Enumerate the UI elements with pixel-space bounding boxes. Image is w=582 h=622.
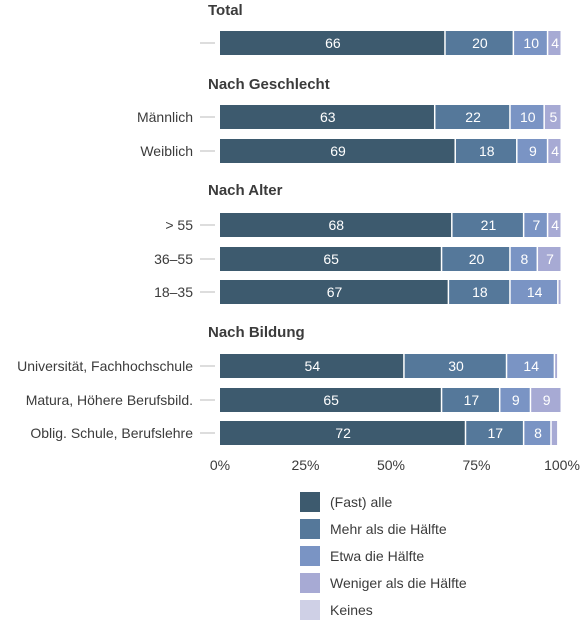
bar-segment [220,105,434,129]
bar-value-label: 30 [448,358,464,374]
x-tick-label: 100% [544,457,580,473]
group-title: Total [208,2,243,19]
bar-value-label: 7 [532,217,540,233]
bar-segment [220,213,452,237]
bar-value-label: 20 [469,251,485,267]
bar-segment [445,31,513,55]
legend-label: Weniger als die Hälfte [330,575,467,591]
row-label: Weiblich [140,143,193,159]
bar-value-label: 67 [327,284,343,300]
bar-value-label: 65 [323,251,339,267]
row-label: > 55 [165,217,193,233]
legend-swatch [300,573,320,593]
bar-segment [449,280,510,304]
bar-segment [548,213,561,237]
bar-segment [548,31,561,55]
legend-label: (Fast) alle [330,494,392,510]
bar-value-label: 20 [472,35,488,51]
x-tick-label: 25% [291,457,319,473]
bar-segment [551,421,558,445]
legend-swatch [300,519,320,539]
legend-swatch [300,546,320,566]
bar-value-label: 22 [465,109,481,125]
bar-segment [220,388,441,412]
bar-segment [220,354,404,378]
bar-value-label: 10 [520,109,536,125]
group-title: Nach Bildung [208,324,305,341]
bar-value-label: 65 [323,392,339,408]
bar-segment [452,213,523,237]
x-tick-label: 0% [210,457,230,473]
bar-value-label: 66 [325,35,341,51]
bar-segment [220,31,445,55]
bar-segment [466,421,523,445]
bar-segment [517,139,547,163]
group-title: Nach Geschlecht [208,76,330,93]
bar-segment [442,247,510,271]
bar-value-label: 4 [551,143,559,159]
bar-segment [531,388,561,412]
bar-value-label: 8 [520,251,528,267]
bar-segment [455,139,517,163]
bar-segment [514,31,547,55]
bar-value-label: 9 [543,392,551,408]
row-label: 18–35 [154,284,193,300]
bar-segment [558,280,561,304]
bar-segment [538,247,561,271]
bar-value-label: 9 [512,392,520,408]
bar-value-label: 4 [551,217,559,233]
bar-segment [404,354,506,378]
row-label: Universität, Fachhochschule [17,358,193,374]
bar-value-label: 54 [305,358,321,374]
bar-value-label: 17 [488,425,504,441]
legend-label: Mehr als die Hälfte [330,521,447,537]
bar-value-label: 14 [527,284,543,300]
row-label: 36–55 [154,251,193,267]
bar-value-label: 7 [546,251,554,267]
bar-segment [510,247,537,271]
bar-segment [220,247,441,271]
bar-segment [548,139,561,163]
bar-segment [507,354,554,378]
bar-value-label: 18 [472,284,488,300]
bar-value-label: 63 [320,109,336,125]
bar-segment [220,421,465,445]
bar-value-label: 5 [550,109,558,125]
legend-swatch [300,492,320,512]
bar-segment [435,105,510,129]
bar-value-label: 14 [523,358,539,374]
bar-segment [524,213,547,237]
bar-value-label: 4 [551,35,559,51]
bar-segment [524,421,551,445]
bar-value-label: 21 [481,217,497,233]
bar-segment [220,280,448,304]
bar-value-label: 9 [529,143,537,159]
bar-value-label: 18 [479,143,495,159]
bar-value-label: 17 [464,392,480,408]
legend-label: Etwa die Hälfte [330,548,424,564]
bar-segment [500,388,530,412]
row-label: Männlich [137,109,193,125]
bar-segment [220,139,455,163]
x-tick-label: 75% [462,457,490,473]
legend-label: Keines [330,602,373,618]
bar-segment [442,388,499,412]
bar-segment [544,105,561,129]
bar-value-label: 10 [523,35,539,51]
bar-value-label: 69 [330,143,346,159]
x-tick-label: 50% [377,457,405,473]
legend-swatch [300,600,320,620]
bar-segment [510,105,544,129]
bar-value-label: 68 [328,217,344,233]
bar-value-label: 72 [335,425,351,441]
bar-value-label: 8 [534,425,542,441]
row-label: Oblig. Schule, Berufslehre [30,425,193,441]
bar-segment [510,280,558,304]
row-label: Matura, Höhere Berufsbild. [26,392,193,408]
group-title: Nach Alter [208,182,283,199]
bar-segment [555,354,558,378]
